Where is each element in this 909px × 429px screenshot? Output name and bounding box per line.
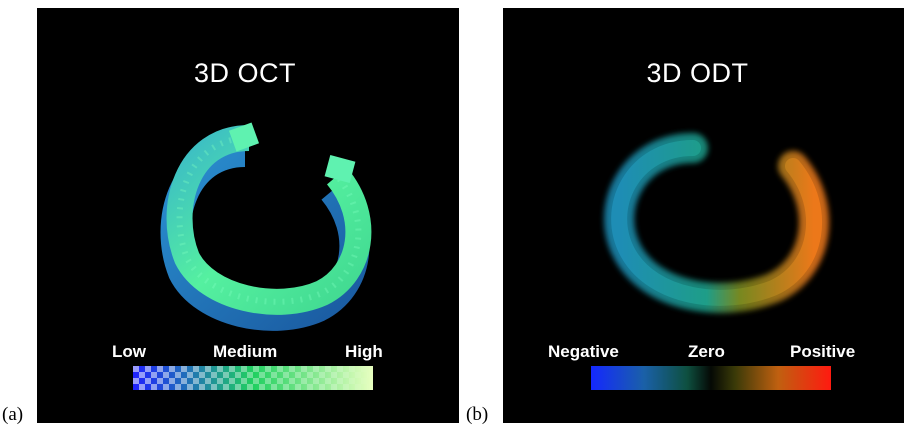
odt-title: 3D ODT: [646, 58, 749, 88]
oct-panel: 3D OCT Low Medium High: [37, 8, 459, 423]
oct-ring-render: [160, 122, 372, 331]
odt-scale-positive: Positive: [790, 342, 856, 361]
oct-colorbar: [133, 366, 373, 390]
odt-panel: 3D ODT Negative Zero Positive: [503, 8, 904, 423]
oct-scale-high: High: [345, 342, 383, 361]
odt-ring-render: [604, 133, 829, 313]
panel-a-caption: (a): [2, 404, 24, 425]
odt-colorbar: [591, 366, 831, 390]
panel-b-caption: (b): [466, 404, 489, 425]
oct-title: 3D OCT: [193, 58, 296, 88]
oct-scale-low: Low: [112, 342, 146, 361]
oct-scale-medium: Medium: [213, 342, 278, 361]
odt-scale-zero: Zero: [688, 342, 725, 361]
odt-scale-negative: Negative: [548, 342, 619, 361]
